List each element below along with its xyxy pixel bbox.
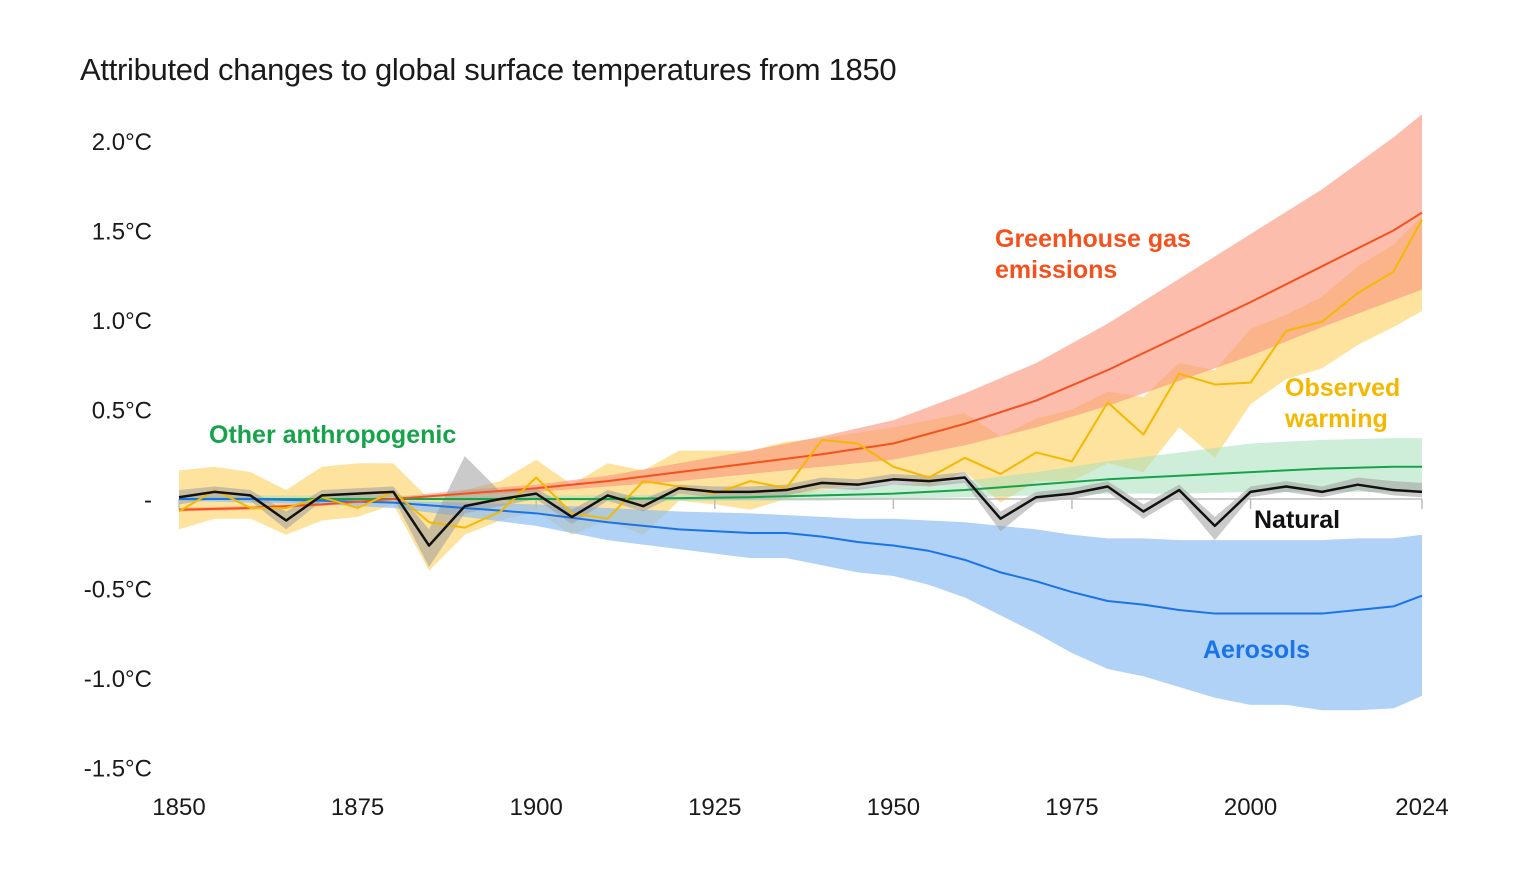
- x-tick-label: 1850: [152, 794, 205, 821]
- x-tick-label: 1875: [331, 794, 384, 821]
- uncertainty-bands: [179, 114, 1422, 711]
- band-observed-warming: [179, 216, 1422, 571]
- line-natural: [178, 476, 1423, 547]
- x-tick-label: 1975: [1045, 794, 1098, 821]
- series-labels: Greenhouse gas emissions Observed warmin…: [209, 225, 1400, 664]
- label-observed: Observed: [1285, 374, 1400, 402]
- label-ghg-2: emissions: [995, 256, 1117, 284]
- x-tick-label: 1950: [867, 794, 920, 821]
- y-tick-label: 1.5°C: [92, 219, 152, 246]
- band-aerosols: [179, 497, 1422, 711]
- y-axis-tick-labels: 2.0°C 1.5°C 1.0°C 0.5°C - -0.5°C -1.0°C -1.5°C: [84, 129, 152, 783]
- x-tick-label: 2000: [1224, 794, 1277, 821]
- label-natural: Natural: [1254, 506, 1340, 534]
- y-tick-label: -1.0°C: [84, 666, 152, 693]
- line-observed-warming: [178, 219, 1423, 529]
- label-ghg: Greenhouse gas: [995, 225, 1191, 253]
- band-natural: [179, 456, 1422, 568]
- y-tick-label: -0.5°C: [84, 577, 152, 604]
- band-greenhouse-gas-emissions: [179, 114, 1422, 512]
- y-tick-label: 1.0°C: [92, 308, 152, 335]
- chart-title: Attributed changes to global surface tem…: [80, 52, 897, 87]
- label-other-anthropogenic: Other anthropogenic: [209, 421, 456, 449]
- line-greenhouse-gas-emissions: [178, 211, 1423, 511]
- x-tick-label: 1900: [509, 794, 562, 821]
- label-observed-2: warming: [1284, 405, 1388, 433]
- y-tick-label: 0.5°C: [92, 398, 152, 425]
- y-tick-label: 2.0°C: [92, 129, 152, 156]
- x-axis-tick-labels: 1850 1875 1900 1925 1950 1975 2000 2024: [152, 794, 1448, 821]
- series-lines: [178, 211, 1423, 615]
- label-aerosols: Aerosols: [1203, 636, 1310, 664]
- y-tick-label: -: [144, 487, 152, 514]
- y-tick-label: -1.5°C: [84, 756, 152, 783]
- x-tick-label: 1925: [688, 794, 741, 821]
- x-tick-label: 2024: [1395, 794, 1448, 821]
